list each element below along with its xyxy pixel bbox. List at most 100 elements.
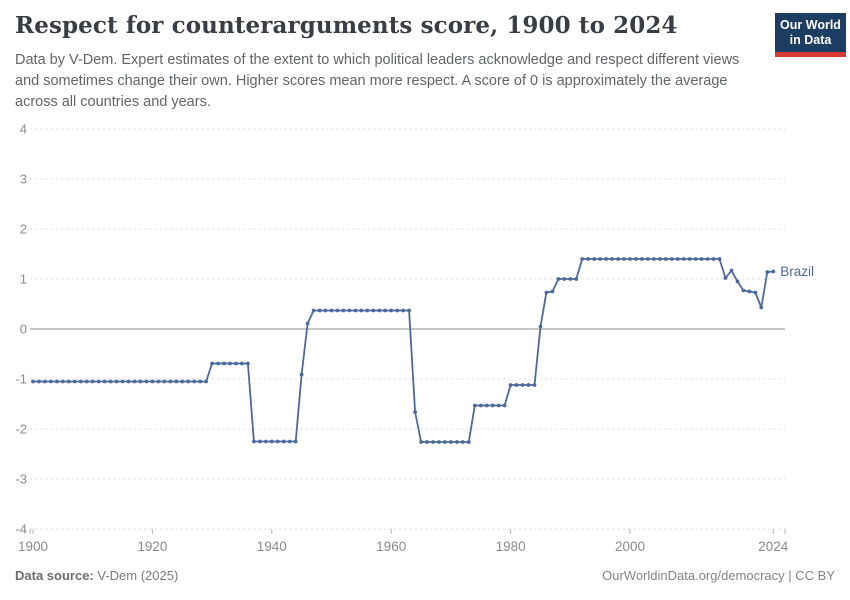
data-point [425, 440, 429, 444]
data-point [275, 439, 280, 444]
data-point [43, 379, 47, 384]
data-point [263, 439, 268, 444]
data-point [240, 361, 244, 366]
data-point [389, 308, 394, 313]
data-point [562, 277, 567, 281]
data-point [413, 410, 417, 414]
data-point [508, 383, 513, 387]
data-point [765, 270, 770, 274]
data-point [729, 268, 734, 273]
data-point [705, 257, 710, 261]
data-point [162, 379, 167, 384]
data-point [293, 439, 298, 444]
y-tick-label: 4 [20, 122, 27, 137]
data-point [747, 289, 752, 294]
data-point [401, 308, 405, 313]
data-point [78, 379, 83, 384]
data-point [228, 361, 232, 366]
data-point [150, 379, 155, 384]
data-point [478, 403, 483, 408]
data-point [84, 379, 89, 384]
data-point [258, 439, 262, 444]
data-point [490, 403, 495, 408]
x-tick-label: 1940 [257, 539, 287, 554]
data-point [592, 257, 597, 261]
data-point [598, 257, 602, 261]
data-point [663, 257, 668, 261]
data-point [395, 308, 400, 313]
data-point [652, 257, 656, 261]
data-point [365, 308, 370, 313]
y-tick-label: -2 [15, 422, 27, 437]
data-point [174, 379, 179, 384]
data-point [299, 372, 304, 377]
data-point [723, 276, 728, 280]
data-point [305, 321, 310, 326]
data-point [556, 277, 561, 281]
y-tick-label: 0 [20, 322, 27, 337]
x-tick-label: 1960 [376, 539, 406, 554]
data-point [269, 439, 274, 444]
data-point [246, 361, 250, 366]
data-point [735, 279, 740, 284]
data-point [544, 290, 549, 295]
owid-logo-line1: Our World [780, 18, 841, 32]
data-point [60, 379, 65, 384]
data-point [311, 308, 316, 313]
data-point [484, 403, 489, 408]
data-point [371, 308, 376, 313]
data-point [90, 379, 95, 384]
data-point [568, 277, 573, 281]
data-point [628, 257, 632, 261]
data-point [222, 361, 226, 366]
owid-logo-line2: in Data [789, 33, 832, 47]
data-point [550, 289, 555, 294]
data-point [192, 379, 197, 384]
data-point [252, 439, 256, 444]
data-point [114, 379, 119, 384]
series-label-brazil: Brazil [780, 264, 814, 279]
data-point [287, 439, 292, 444]
x-tick-label: 2024 [758, 539, 789, 554]
data-line-brazil [33, 258, 774, 443]
data-point [347, 308, 352, 313]
data-point [610, 257, 614, 261]
data-point [634, 257, 638, 261]
data-point [216, 361, 221, 366]
y-tick-label: -1 [15, 372, 27, 387]
data-point [407, 308, 411, 313]
data-point [771, 269, 776, 274]
data-point [329, 308, 334, 313]
data-point [234, 361, 238, 366]
data-point [646, 257, 650, 261]
data-point [180, 379, 185, 384]
data-point [335, 308, 340, 313]
data-point [520, 383, 525, 387]
data-point [102, 379, 107, 384]
data-point [37, 379, 41, 384]
data-point [156, 379, 161, 384]
data-point [496, 403, 501, 408]
data-point [443, 440, 447, 444]
data-point [502, 403, 507, 408]
data-point [204, 379, 209, 384]
data-point [616, 257, 620, 261]
data-point [460, 440, 465, 444]
x-tick-label: 2000 [615, 539, 645, 554]
data-point [693, 257, 698, 261]
data-point [687, 257, 692, 261]
data-point [120, 379, 125, 384]
data-point [168, 379, 173, 384]
data-point [281, 439, 286, 444]
data-point [419, 440, 423, 444]
data-point [711, 257, 716, 261]
data-point [604, 257, 608, 261]
data-point [341, 308, 346, 313]
data-point [31, 379, 35, 384]
data-point [532, 383, 537, 387]
data-point [108, 379, 113, 384]
owid-logo: Our World in Data [775, 13, 846, 57]
data-point [138, 379, 143, 384]
data-point [431, 440, 435, 444]
